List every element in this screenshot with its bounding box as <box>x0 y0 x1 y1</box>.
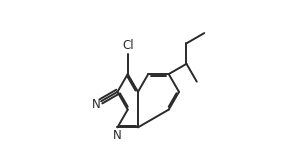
Text: N: N <box>92 98 101 111</box>
Text: N: N <box>113 129 122 142</box>
Text: Cl: Cl <box>122 39 134 52</box>
